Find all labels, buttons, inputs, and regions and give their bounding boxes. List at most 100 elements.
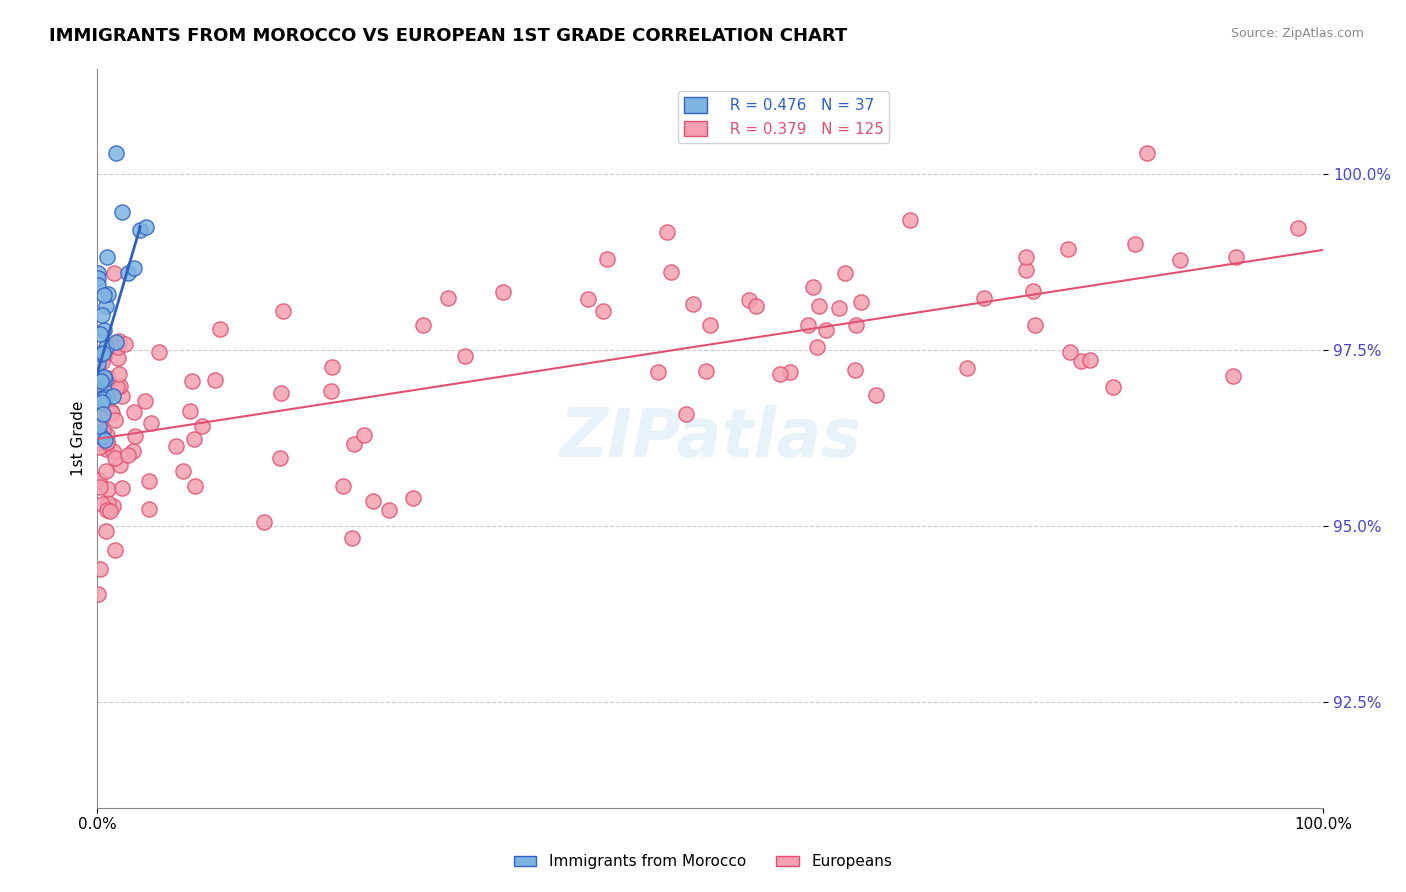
Point (94, 347, 117, 361)
Point (111, 389, 134, 403)
Point (849, 295, 872, 310)
Point (96, 503, 118, 517)
Point (94, 299, 117, 313)
Point (107, 340, 129, 354)
Point (172, 464, 194, 478)
Point (129, 223, 152, 237)
Point (104, 451, 127, 466)
Point (94, 524, 117, 538)
Point (105, 335, 128, 350)
Point (90, 308, 112, 322)
Point (107, 351, 129, 366)
Point (122, 260, 145, 275)
Point (90, 392, 112, 406)
Point (87, 368, 110, 382)
Point (91, 395, 114, 409)
Point (87, 426, 110, 441)
Text: Source: ZipAtlas.com: Source: ZipAtlas.com (1230, 27, 1364, 40)
Point (91, 345, 114, 359)
Point (87, 473, 110, 487)
Point (1059, 344, 1081, 359)
Point (319, 384, 342, 399)
Point (492, 285, 515, 299)
Point (122, 405, 145, 419)
Point (647, 365, 669, 379)
Point (1070, 354, 1092, 368)
Point (87, 266, 110, 280)
Point (138, 474, 160, 488)
Point (87, 369, 110, 384)
Point (139, 416, 162, 430)
Point (1225, 251, 1247, 265)
Point (108, 458, 131, 473)
Point (353, 428, 375, 442)
Point (183, 432, 205, 446)
Point (844, 363, 866, 377)
Point (94, 464, 117, 478)
Point (90, 497, 112, 511)
Point (1015, 250, 1038, 264)
Point (806, 340, 828, 354)
Point (699, 318, 721, 333)
Point (87, 587, 110, 601)
Point (361, 494, 384, 508)
Point (437, 291, 460, 305)
Point (105, 380, 128, 394)
Point (96, 428, 118, 442)
Point (100, 406, 122, 420)
Point (695, 364, 717, 378)
Point (576, 292, 599, 306)
Point (93, 384, 115, 398)
Point (96, 442, 118, 457)
Point (117, 448, 139, 462)
Point (342, 531, 364, 545)
Point (138, 502, 160, 516)
Point (114, 336, 136, 351)
Point (769, 368, 792, 382)
Point (738, 293, 761, 308)
Point (117, 266, 139, 280)
Point (96, 340, 118, 354)
Point (1222, 369, 1244, 384)
Point (93, 385, 115, 400)
Point (94, 372, 117, 386)
Point (90, 374, 112, 388)
Point (204, 373, 226, 387)
Point (101, 443, 124, 458)
Point (97, 287, 120, 301)
Y-axis label: 1st Grade: 1st Grade (72, 401, 86, 475)
Point (87, 278, 110, 293)
Point (779, 365, 801, 379)
Point (135, 220, 157, 235)
Point (828, 301, 851, 315)
Point (93, 323, 115, 337)
Point (343, 436, 366, 450)
Legend:   R = 0.476   N = 37,   R = 0.379   N = 125: R = 0.476 N = 37, R = 0.379 N = 125 (678, 91, 890, 143)
Point (104, 146, 127, 161)
Point (1101, 380, 1123, 394)
Point (208, 322, 231, 336)
Point (111, 481, 134, 495)
Point (332, 479, 354, 493)
Point (134, 393, 156, 408)
Point (93, 424, 115, 438)
Point (1123, 237, 1146, 252)
Point (682, 297, 704, 311)
Point (121, 443, 143, 458)
Point (592, 304, 614, 318)
Point (378, 502, 401, 516)
Point (89, 419, 111, 434)
Point (100, 337, 122, 351)
Point (94, 384, 117, 399)
Point (659, 265, 682, 279)
Point (1021, 285, 1043, 299)
Point (97, 377, 120, 392)
Point (91, 407, 114, 421)
Point (675, 408, 697, 422)
Point (89, 480, 111, 494)
Point (745, 299, 768, 313)
Point (1170, 252, 1192, 267)
Point (96, 371, 118, 385)
Point (94, 433, 117, 447)
Point (96, 435, 118, 450)
